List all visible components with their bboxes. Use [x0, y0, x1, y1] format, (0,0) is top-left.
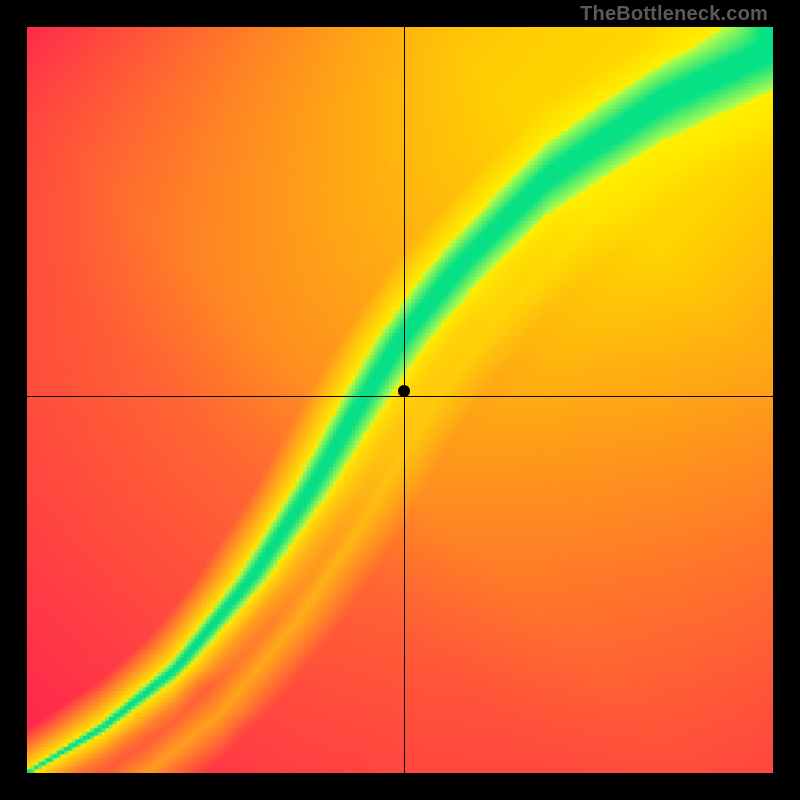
- source-watermark: TheBottleneck.com: [580, 3, 768, 26]
- outer-frame: TheBottleneck.com: [0, 0, 800, 800]
- selection-marker: [398, 385, 410, 397]
- crosshair-vertical: [404, 27, 405, 773]
- bottleneck-heatmap: [27, 27, 773, 773]
- crosshair-horizontal: [27, 396, 773, 397]
